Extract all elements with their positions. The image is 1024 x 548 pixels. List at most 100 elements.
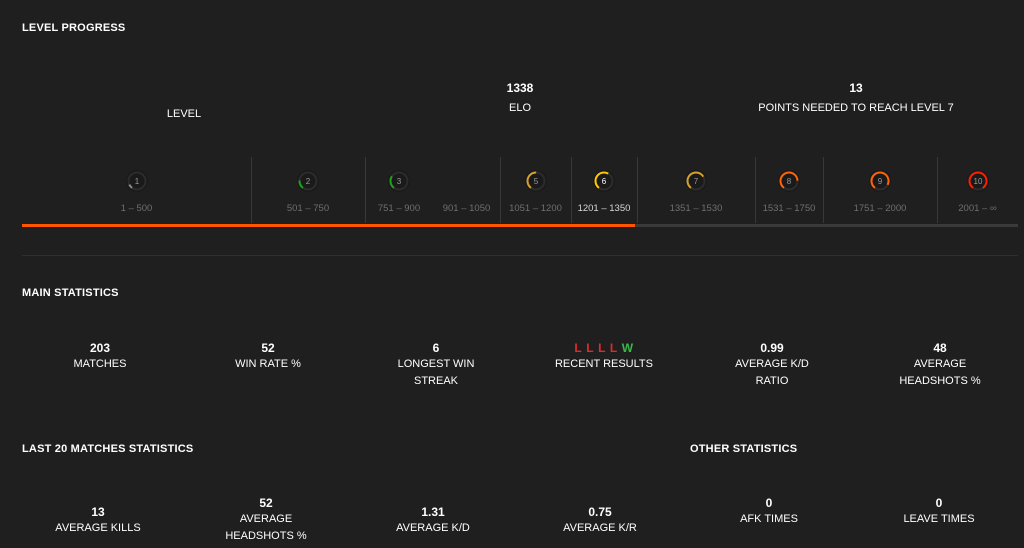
level-6-icon: 6 (593, 170, 615, 192)
afk-times-label: AFK TIMES (740, 513, 798, 525)
result-loss: L (598, 341, 606, 355)
level-8-cell: 8 1531 – 1750 (755, 157, 823, 223)
level-1-range: 1 – 500 (120, 203, 153, 214)
stat-average-headshots: 48 AVERAGE HEADSHOTS % (880, 340, 1000, 390)
level-6-number: 6 (602, 177, 607, 186)
stat-afk-times: 0 AFK TIMES (709, 495, 829, 528)
last20-headshots-label-2: HEADSHOTS % (225, 530, 307, 542)
last20-title: LAST 20 MATCHES STATISTICS (22, 443, 194, 455)
elo-label: ELO (508, 102, 531, 114)
average-kills-label: AVERAGE KILLS (55, 522, 141, 534)
level-10-cell: 10 2001 – ∞ (937, 157, 1018, 223)
stat-average-kd: 0.99 AVERAGE K/D RATIO (712, 340, 832, 390)
level-10-range: 2001 – ∞ (958, 203, 997, 214)
level-label: LEVEL (166, 108, 202, 120)
level-separator (937, 157, 938, 223)
last20-kd-label: AVERAGE K/D (396, 522, 470, 534)
stat-win-rate: 52 WIN RATE % (208, 340, 328, 373)
level-2-icon: 2 (297, 170, 319, 192)
last20-kr-label: AVERAGE K/R (563, 522, 637, 534)
other-statistics-title: OTHER STATISTICS (690, 443, 798, 455)
stat-longest-streak: 6 LONGEST WIN STREAK (376, 340, 496, 390)
level-3-range: 751 – 900 (377, 203, 421, 214)
result-win: W (621, 341, 634, 355)
level-separator (823, 157, 824, 223)
level-7-icon: 7 (685, 170, 707, 192)
level-4-range: 901 – 1050 (442, 203, 491, 214)
average-kills-value: 13 (91, 505, 105, 519)
recent-results-label: RECENT RESULTS (554, 358, 653, 370)
stat-last20-kr: 0.75 AVERAGE K/R (540, 504, 660, 537)
level-4-cell: 901 – 1050 (433, 157, 500, 223)
level-7-cell: 7 1351 – 1530 (637, 157, 755, 223)
matches-value: 203 (89, 341, 111, 355)
level-1-number: 1 (134, 177, 139, 186)
longest-streak-label-2: STREAK (413, 375, 458, 387)
level-1-icon: 1 (125, 170, 148, 192)
level-5-cell: 5 1051 – 1200 (500, 157, 571, 223)
average-headshots-value: 48 (933, 341, 947, 355)
level-separator (500, 157, 501, 223)
level-3-icon: 3 (388, 170, 410, 192)
level-separator (637, 157, 638, 223)
level-8-number: 8 (787, 177, 792, 186)
longest-streak-label-1: LONGEST WIN (397, 358, 475, 370)
level-6-range: 1201 – 1350 (577, 203, 631, 214)
leave-times-label: LEAVE TIMES (903, 513, 975, 525)
stat-last20-headshots: 52 AVERAGE HEADSHOTS % (206, 495, 326, 545)
level-2-number: 2 (306, 177, 311, 186)
level-separator (365, 157, 366, 223)
section-divider (22, 255, 1018, 256)
main-statistics-title: MAIN STATISTICS (22, 287, 119, 299)
level-2-range: 501 – 750 (286, 203, 330, 214)
level-5-icon: 5 (524, 170, 547, 192)
win-rate-value: 52 (261, 341, 275, 355)
last20-kd-value: 1.31 (421, 505, 445, 519)
elo-value: 1338 (506, 81, 534, 95)
average-headshots-label-2: HEADSHOTS % (899, 375, 981, 387)
matches-label: MATCHES (73, 358, 127, 370)
average-kd-value: 0.99 (760, 341, 784, 355)
average-kd-label-1: AVERAGE K/D (735, 358, 809, 370)
level-9-number: 9 (878, 177, 883, 186)
last20-kr-value: 0.75 (588, 505, 612, 519)
level-3-cell: 3 751 – 900 (365, 157, 433, 223)
level-5-number: 5 (533, 177, 538, 186)
result-loss: L (586, 341, 595, 355)
level-7-range: 1351 – 1530 (669, 203, 723, 214)
result-loss: L (574, 341, 583, 355)
level-3-number: 3 (397, 177, 402, 186)
level-8-icon: 8 (778, 170, 800, 192)
points-needed-value: 13 (849, 81, 863, 95)
level-9-icon: 9 (869, 170, 891, 192)
level-6-cell: 6 1201 – 1350 (571, 157, 637, 223)
level-10-number: 10 (973, 177, 982, 186)
points-needed-block: 13 POINTS NEEDED TO REACH LEVEL 7 (716, 80, 996, 117)
last20-headshots-label-1: AVERAGE (239, 513, 293, 525)
elo-block: 1338 ELO (460, 80, 580, 117)
points-needed-label: POINTS NEEDED TO REACH LEVEL 7 (758, 102, 954, 114)
level-7-number: 7 (694, 177, 699, 186)
stat-matches: 203 MATCHES (40, 340, 160, 373)
level-8-range: 1531 – 1750 (762, 203, 816, 214)
leave-times-value: 0 (935, 496, 943, 510)
level-separator (251, 157, 252, 223)
level-separator (571, 157, 572, 223)
level-10-icon: 10 (966, 170, 989, 192)
level-2-cell: 2 501 – 750 (251, 157, 365, 223)
stat-leave-times: 0 LEAVE TIMES (879, 495, 999, 528)
level-5-range: 1051 – 1200 (509, 203, 562, 214)
level-track: 1 1 – 500 2 501 – 750 3 751 – 900 901 – 1050 5 1… (22, 157, 1018, 223)
level-progress-title: LEVEL PROGRESS (22, 22, 126, 34)
average-headshots-label-1: AVERAGE (913, 358, 967, 370)
longest-streak-value: 6 (432, 341, 440, 355)
level-9-range: 1751 – 2000 (853, 203, 907, 214)
last20-headshots-value: 52 (259, 496, 273, 510)
stat-average-kills: 13 AVERAGE KILLS (38, 504, 158, 537)
win-rate-label: WIN RATE % (235, 358, 301, 370)
level-9-cell: 9 1751 – 2000 (823, 157, 937, 223)
average-kd-label-2: RATIO (755, 375, 789, 387)
level-separator (755, 157, 756, 223)
